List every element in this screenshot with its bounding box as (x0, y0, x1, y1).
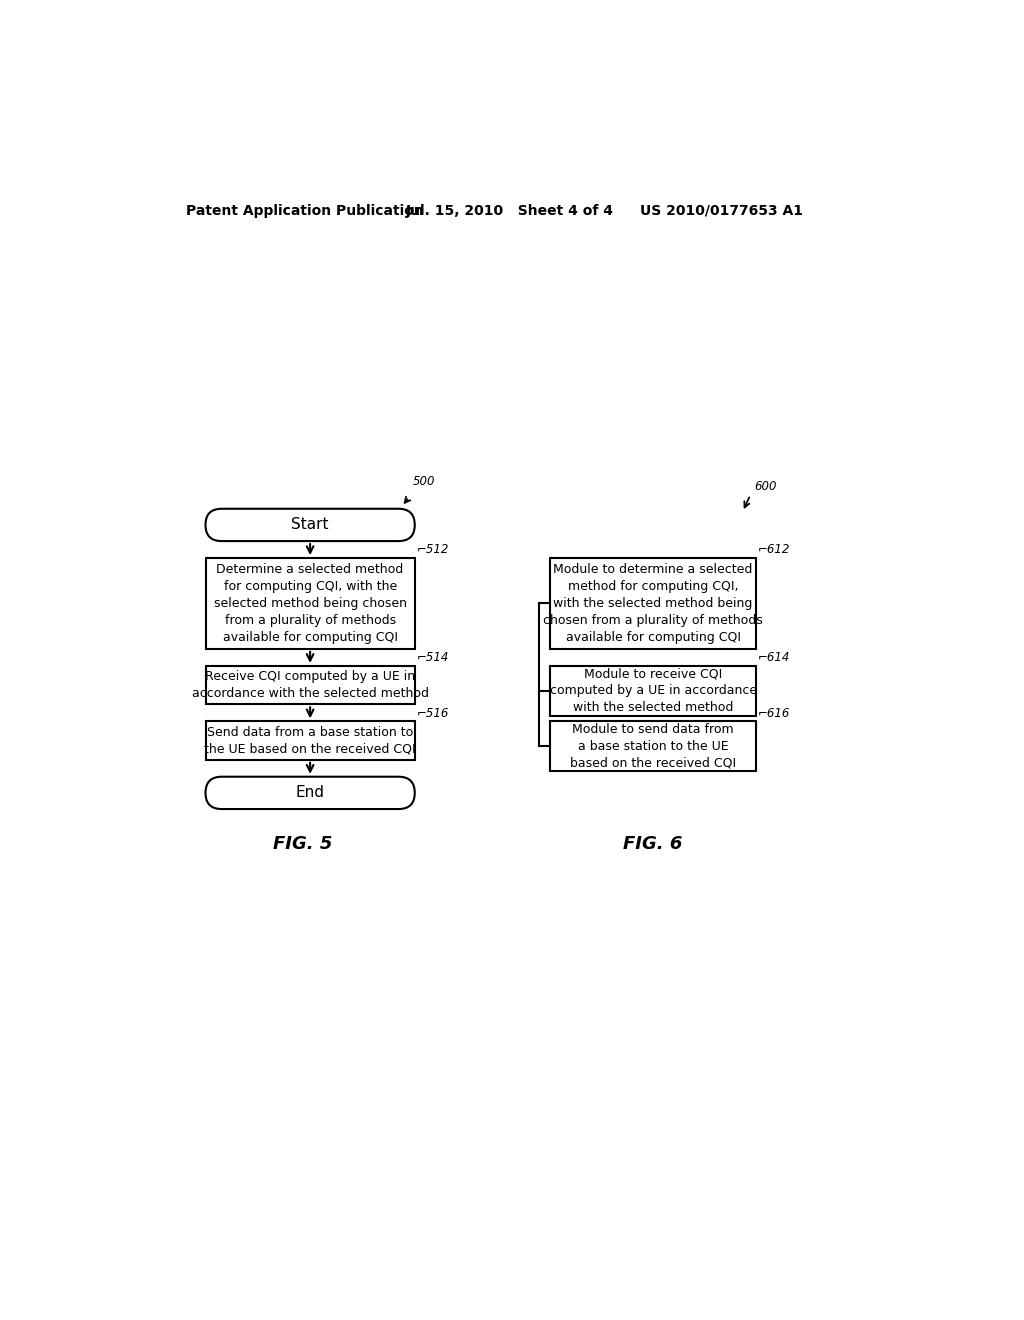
Text: ⌐612: ⌐612 (758, 544, 790, 557)
Text: Module to determine a selected
method for computing CQI,
with the selected metho: Module to determine a selected method fo… (543, 562, 763, 644)
Text: 600: 600 (755, 480, 776, 494)
Bar (206, 721, 415, 760)
Text: FIG. 6: FIG. 6 (624, 834, 683, 853)
Text: Start: Start (292, 517, 329, 532)
Bar (206, 558, 415, 649)
Text: US 2010/0177653 A1: US 2010/0177653 A1 (640, 203, 803, 218)
Text: Jul. 15, 2010   Sheet 4 of 4: Jul. 15, 2010 Sheet 4 of 4 (406, 203, 613, 218)
Bar (550, 665, 756, 715)
Text: Receive CQI computed by a UE in
accordance with the selected method: Receive CQI computed by a UE in accordan… (191, 671, 429, 700)
Bar (550, 721, 756, 771)
Text: Module to receive CQI
computed by a UE in accordance
with the selected method: Module to receive CQI computed by a UE i… (550, 668, 757, 714)
Text: ⌐616: ⌐616 (758, 706, 790, 719)
Text: Send data from a base station to
the UE based on the received CQI: Send data from a base station to the UE … (205, 726, 416, 755)
Bar (206, 665, 415, 705)
Text: End: End (296, 785, 325, 800)
Text: FIG. 5: FIG. 5 (272, 834, 332, 853)
Text: Module to send data from
a base station to the UE
based on the received CQI: Module to send data from a base station … (570, 723, 736, 770)
Bar (550, 558, 756, 649)
Text: 500: 500 (414, 475, 435, 488)
Text: Determine a selected method
for computing CQI, with the
selected method being ch: Determine a selected method for computin… (214, 562, 407, 644)
FancyBboxPatch shape (206, 508, 415, 541)
Text: ⌐514: ⌐514 (417, 651, 449, 664)
Text: ⌐516: ⌐516 (417, 706, 449, 719)
Text: Patent Application Publication: Patent Application Publication (186, 203, 424, 218)
Text: ⌐614: ⌐614 (758, 651, 790, 664)
FancyBboxPatch shape (206, 776, 415, 809)
Text: ⌐512: ⌐512 (417, 544, 449, 557)
